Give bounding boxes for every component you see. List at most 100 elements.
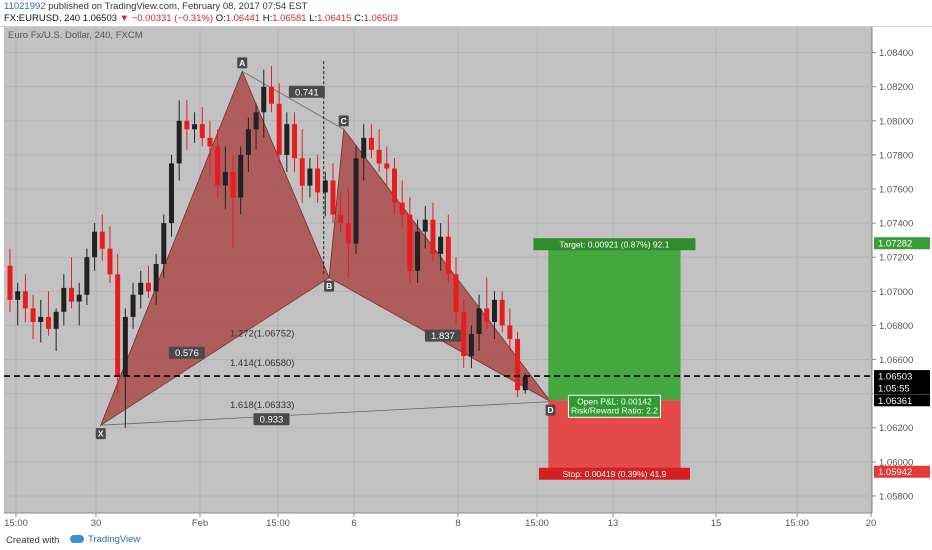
price-axis-marker [874,465,930,478]
candle-body[interactable] [491,299,497,323]
candle-body[interactable] [276,103,282,155]
candle-body[interactable] [7,265,13,300]
candle-body[interactable] [361,137,367,159]
fib-level-label: 1.414(1.06580) [230,358,294,369]
candle-body[interactable] [368,137,374,150]
candle-body[interactable] [45,316,51,329]
price-chart[interactable]: 1.08400 1.08200 1.08000 1.07800 1.07600 1.074… [0,27,932,532]
candle-body[interactable] [330,180,336,215]
candle-body[interactable] [515,339,521,391]
price-axis-marker-label: 1.06503 [878,372,912,383]
pattern-line-xb [100,277,330,426]
candle-body[interactable] [484,308,490,323]
candle-body[interactable] [322,180,328,193]
candle-body[interactable] [307,168,313,186]
x-tick-label: 30 [91,518,102,529]
pattern-point-badge [95,428,106,440]
candle-body[interactable] [145,282,151,292]
candle-body[interactable] [122,316,128,377]
fib-level-label: 1.618(1.06333) [230,400,294,411]
x-tick-label: Feb [192,518,208,529]
candle-body[interactable] [345,223,351,244]
candle-body[interactable] [84,257,90,295]
candle-body[interactable] [238,154,244,198]
y-tick-label: 1.06600 [879,355,913,366]
candle-body[interactable] [453,274,459,312]
candle-body[interactable] [399,202,405,215]
candle-body[interactable] [38,316,44,323]
candle-body[interactable] [115,274,121,377]
time-axis[interactable] [4,513,872,532]
candle-body[interactable] [22,291,28,309]
candle-body[interactable] [176,120,182,164]
candle-body[interactable] [253,112,259,130]
y-tick-label: 1.07800 [879,150,913,161]
candle-body[interactable] [184,120,190,130]
candle-body[interactable] [284,124,290,155]
candle-body[interactable] [268,86,274,104]
candle-body[interactable] [292,124,298,159]
low-label: L: [309,13,318,24]
pattern-point-badge [237,57,248,69]
candle-body[interactable] [445,236,451,275]
pnl-label: Open P&L: 0.00142 [577,396,652,406]
candle-body[interactable] [99,231,105,249]
candle-body[interactable] [476,308,482,334]
candle-body[interactable] [392,168,397,203]
candle-body[interactable] [422,219,428,232]
ratio-label: 1.837 [431,331,455,342]
candle-body[interactable] [199,124,205,138]
last-price: 1.06503 [82,13,118,24]
candle-body[interactable] [192,124,198,130]
price-axis-marker [874,237,930,250]
candle-body[interactable] [215,146,221,186]
price-axis[interactable] [872,27,932,513]
candle-body[interactable] [130,294,136,317]
candle-body[interactable] [461,311,467,357]
pattern-point-label: A [239,58,245,68]
candle-body[interactable] [261,86,267,113]
candle-body[interactable] [245,129,251,155]
tradingview-brand: TradingView [88,534,141,545]
candle-body[interactable] [153,264,159,292]
candle-body[interactable] [338,214,344,224]
candle-body[interactable] [438,236,444,254]
candle-body[interactable] [207,137,213,147]
high-label: H: [262,13,273,24]
x-tick-label: 15:00 [525,518,549,529]
y-tick-label: 1.07200 [879,253,913,264]
tradingview-link[interactable]: TradingView [70,534,140,545]
candle-body[interactable] [407,214,413,271]
candle-body[interactable] [92,231,98,258]
fib-level-label: 1.272(1.06752) [230,329,294,340]
candle-body[interactable] [499,299,505,326]
candle-body[interactable] [161,223,167,265]
pnl-box [567,394,661,418]
candle-body[interactable] [315,168,321,193]
candle-body[interactable] [30,308,36,323]
target-zone[interactable] [548,243,681,401]
candle-body[interactable] [107,248,113,275]
candle-body[interactable] [430,219,436,254]
candle-body[interactable] [76,294,82,302]
candle-body[interactable] [384,163,390,169]
pattern-point-badge [324,280,335,292]
candle-body[interactable] [61,287,67,312]
candle-body[interactable] [53,311,59,329]
candle-body[interactable] [138,282,144,295]
candle-body[interactable] [299,158,305,186]
author-link[interactable]: 11021992 [4,1,46,12]
candle-body[interactable] [376,149,382,164]
candle-body[interactable] [522,376,528,391]
candle-body[interactable] [507,325,513,340]
chart-footer: Created with TradingView [0,532,932,550]
candle-body[interactable] [468,333,474,357]
candle-body[interactable] [222,171,228,186]
candle-body[interactable] [353,158,359,244]
candle-body[interactable] [168,163,174,224]
candle-body[interactable] [230,171,236,198]
candle-body[interactable] [69,287,75,302]
candle-body[interactable] [415,231,421,271]
pattern-line-xd [100,401,551,426]
candle-body[interactable] [15,291,21,300]
